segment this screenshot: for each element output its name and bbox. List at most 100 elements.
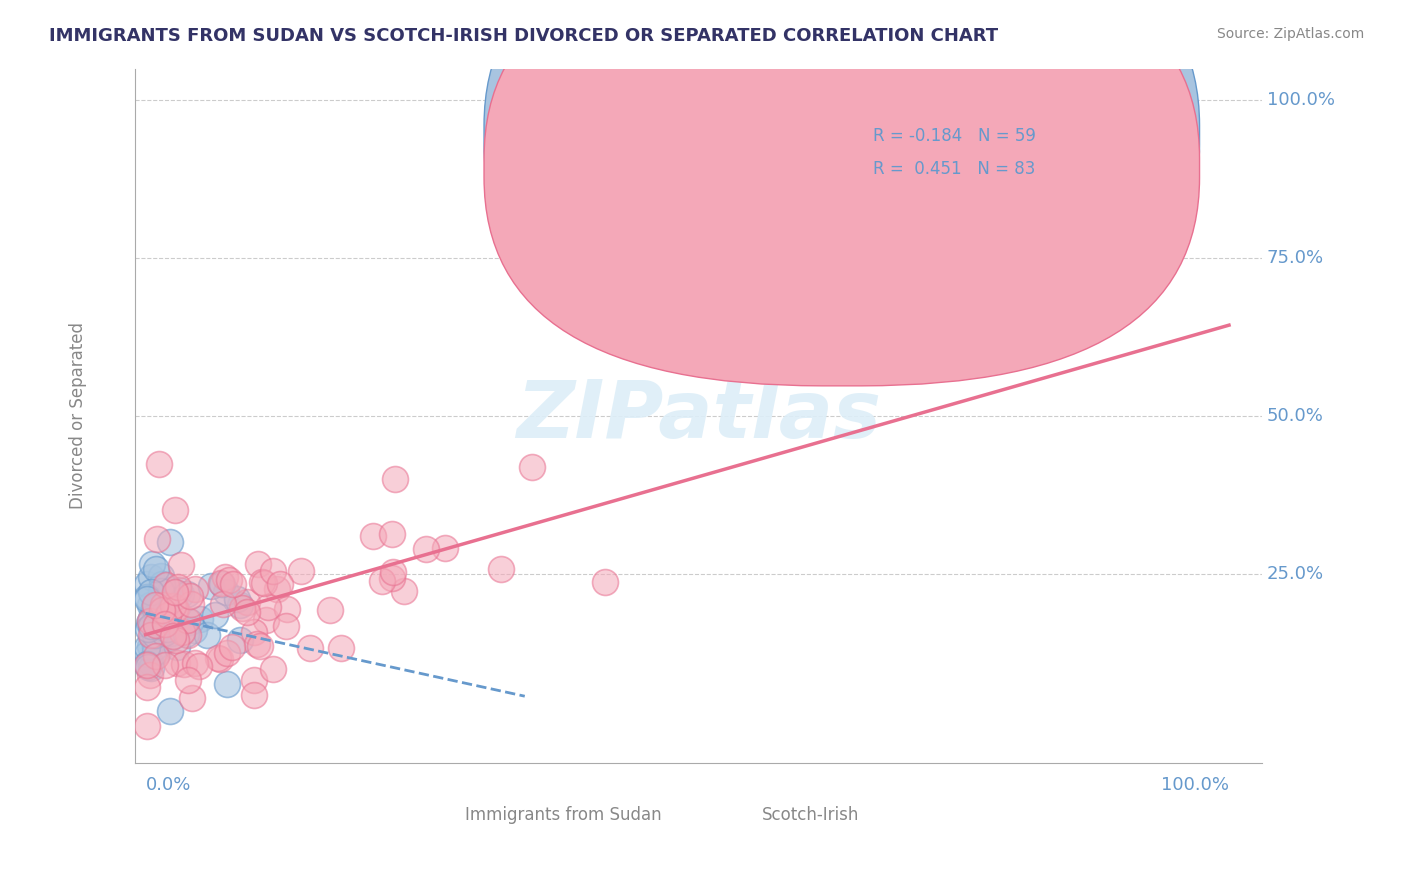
Scotch-Irish	[187, 659, 209, 673]
Scotch-Irish	[183, 582, 205, 597]
Immigrants from Sudan	[204, 607, 226, 622]
Scotch-Irish	[276, 601, 298, 615]
Immigrants from Sudan	[155, 625, 177, 640]
Scotch-Irish	[153, 617, 176, 632]
Immigrants from Sudan	[160, 582, 183, 597]
Scotch-Irish	[384, 472, 406, 486]
Immigrants from Sudan	[153, 625, 176, 640]
Scotch-Irish	[156, 607, 179, 622]
Scotch-Irish	[236, 595, 259, 609]
Immigrants from Sudan	[150, 584, 173, 599]
Scotch-Irish	[152, 599, 174, 613]
Text: ZIPatlas: ZIPatlas	[516, 376, 880, 455]
Text: R =  0.451   N = 83: R = 0.451 N = 83	[873, 160, 1035, 178]
Scotch-Irish	[153, 657, 176, 672]
Immigrants from Sudan	[141, 618, 163, 632]
Scotch-Irish	[246, 557, 269, 571]
Text: Scotch-Irish: Scotch-Irish	[762, 806, 859, 824]
Immigrants from Sudan	[183, 624, 205, 638]
Immigrants from Sudan	[176, 587, 198, 601]
Immigrants from Sudan	[139, 570, 162, 584]
Immigrants from Sudan	[153, 599, 176, 614]
Scotch-Irish	[181, 690, 204, 705]
Text: Source: ZipAtlas.com: Source: ZipAtlas.com	[1216, 27, 1364, 41]
Immigrants from Sudan	[145, 562, 167, 576]
Scotch-Irish	[269, 577, 291, 591]
Scotch-Irish	[231, 601, 253, 615]
Scotch-Irish	[165, 633, 187, 648]
Immigrants from Sudan	[159, 591, 181, 606]
Scotch-Irish	[145, 618, 167, 632]
Scotch-Irish	[177, 673, 200, 688]
Scotch-Irish	[394, 584, 416, 599]
Scotch-Irish	[143, 598, 166, 612]
Text: Divorced or Separated: Divorced or Separated	[69, 322, 87, 509]
Scotch-Irish	[177, 627, 200, 641]
Scotch-Irish	[150, 603, 173, 617]
Scotch-Irish	[243, 625, 266, 640]
Immigrants from Sudan	[138, 615, 160, 630]
Scotch-Irish	[146, 533, 169, 547]
Scotch-Irish	[489, 562, 512, 576]
Scotch-Irish	[520, 460, 543, 475]
Scotch-Irish	[235, 605, 257, 619]
Scotch-Irish	[298, 640, 321, 655]
Scotch-Irish	[433, 541, 456, 555]
Scotch-Irish	[243, 673, 266, 687]
Text: 50.0%: 50.0%	[1267, 407, 1324, 425]
Immigrants from Sudan	[156, 622, 179, 636]
Scotch-Irish	[221, 640, 243, 654]
Immigrants from Sudan	[136, 647, 159, 661]
Scotch-Irish	[184, 656, 207, 670]
Immigrants from Sudan	[159, 704, 181, 718]
Scotch-Irish	[163, 585, 186, 599]
Scotch-Irish	[166, 656, 188, 670]
Scotch-Irish	[163, 602, 186, 616]
Immigrants from Sudan	[138, 660, 160, 674]
Scotch-Irish	[148, 457, 170, 471]
Immigrants from Sudan	[136, 657, 159, 672]
Immigrants from Sudan	[229, 598, 252, 612]
FancyBboxPatch shape	[484, 0, 1199, 386]
FancyBboxPatch shape	[484, 0, 1199, 353]
Immigrants from Sudan	[167, 582, 190, 597]
Scotch-Irish	[141, 628, 163, 642]
Immigrants from Sudan	[170, 587, 193, 601]
Scotch-Irish	[415, 542, 437, 557]
Immigrants from Sudan	[135, 591, 157, 605]
Scotch-Irish	[252, 575, 274, 590]
Scotch-Irish	[222, 576, 245, 591]
Scotch-Irish	[179, 590, 201, 604]
Immigrants from Sudan	[142, 600, 165, 615]
Immigrants from Sudan	[143, 640, 166, 655]
Scotch-Irish	[145, 648, 167, 663]
Immigrants from Sudan	[163, 601, 186, 615]
Immigrants from Sudan	[155, 605, 177, 619]
Scotch-Irish	[217, 646, 239, 660]
Scotch-Irish	[246, 637, 269, 651]
Scotch-Irish	[546, 232, 568, 246]
Scotch-Irish	[165, 503, 187, 517]
Scotch-Irish	[167, 580, 190, 594]
Immigrants from Sudan	[211, 576, 233, 591]
Scotch-Irish	[155, 578, 177, 592]
Scotch-Irish	[249, 640, 271, 654]
FancyBboxPatch shape	[800, 103, 1104, 201]
Immigrants from Sudan	[229, 632, 252, 647]
Immigrants from Sudan	[200, 579, 222, 593]
Immigrants from Sudan	[179, 615, 201, 629]
Scotch-Irish	[136, 680, 159, 694]
Scotch-Irish	[214, 569, 236, 583]
Scotch-Irish	[290, 564, 312, 578]
Immigrants from Sudan	[159, 535, 181, 549]
Scotch-Irish	[381, 571, 404, 585]
Immigrants from Sudan	[139, 655, 162, 669]
Text: IMMIGRANTS FROM SUDAN VS SCOTCH-IRISH DIVORCED OR SEPARATED CORRELATION CHART: IMMIGRANTS FROM SUDAN VS SCOTCH-IRISH DI…	[49, 27, 998, 45]
Scotch-Irish	[180, 597, 202, 611]
Scotch-Irish	[266, 582, 288, 597]
Immigrants from Sudan	[141, 557, 163, 571]
Scotch-Irish	[209, 576, 232, 591]
Immigrants from Sudan	[135, 592, 157, 607]
Immigrants from Sudan	[138, 598, 160, 612]
Immigrants from Sudan	[139, 639, 162, 653]
